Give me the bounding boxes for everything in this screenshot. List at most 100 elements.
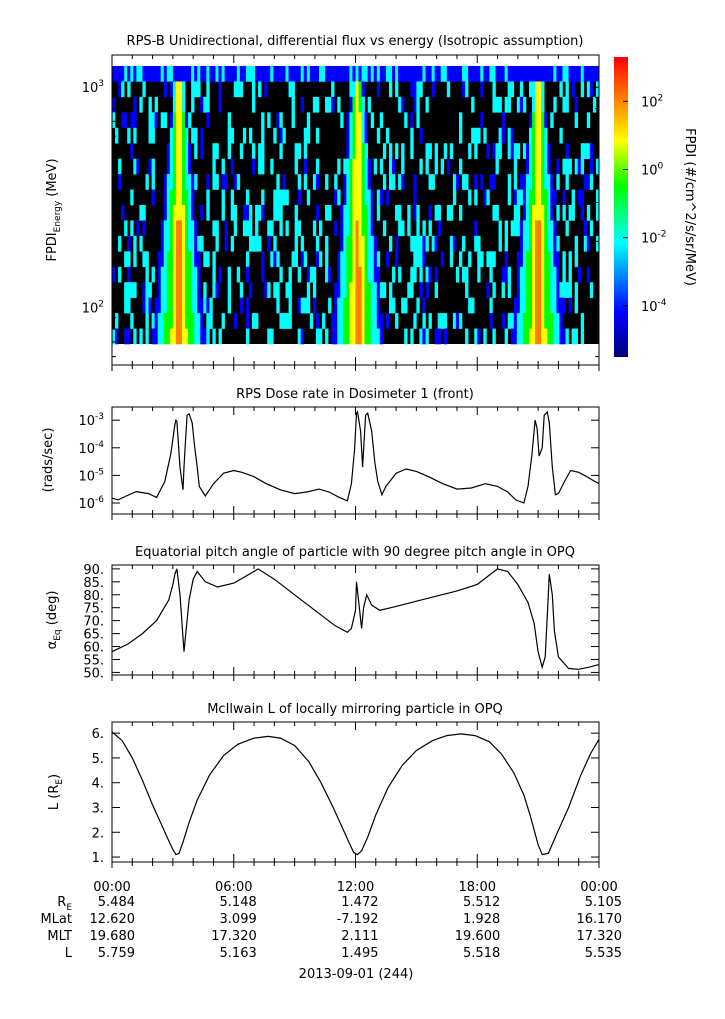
heatmap-cell: [513, 313, 518, 329]
heatmap-cell: [331, 328, 335, 345]
y-tick-label: 1.: [92, 851, 104, 866]
y-tick-label-base: 10: [78, 442, 95, 457]
heatmap-cell: [215, 235, 219, 252]
heatmap-cell: [388, 235, 393, 252]
heatmap-cell: [532, 266, 536, 283]
heatmap-cell: [346, 158, 350, 175]
heatmap-cell: [392, 266, 396, 283]
heatmap-cell: [486, 66, 490, 82]
heatmap-cell: [352, 251, 356, 268]
heatmap-cell: [145, 313, 149, 329]
heatmap-cell: [522, 205, 527, 221]
heatmap-cell: [404, 66, 408, 82]
heatmap-cell: [334, 174, 338, 190]
heatmap-cell: [364, 174, 368, 190]
heatmap-cell: [221, 205, 225, 221]
heatmap-cell: [312, 66, 317, 82]
heatmap-cell: [516, 66, 521, 82]
heatmap-cell: [550, 251, 554, 268]
time-tick-label: 00:00: [580, 880, 617, 895]
heatmap-cell: [191, 127, 195, 144]
heatmap-cell: [525, 251, 530, 268]
series-line: [111, 568, 600, 670]
heatmap-cell: [370, 235, 375, 252]
heatmap-cell: [273, 127, 277, 144]
heatmap-cell: [185, 143, 189, 159]
heatmap-cell: [513, 328, 518, 345]
heatmap-cell: [325, 266, 329, 283]
heatmap-cell: [334, 297, 338, 314]
heatmap-cell: [516, 220, 521, 237]
heatmap-cell: [395, 81, 399, 98]
heatmap-cell: [331, 96, 335, 113]
heatmap-cell: [175, 205, 180, 221]
heatmap-cell: [355, 282, 359, 298]
heatmap-cell: [206, 96, 210, 113]
heatmap-cell: [160, 220, 165, 237]
heatmap-cell: [331, 66, 335, 82]
heatmap-cell: [145, 282, 149, 298]
heatmap-cell: [413, 81, 417, 98]
heatmap-cell: [255, 313, 259, 329]
heatmap-cell: [166, 235, 171, 252]
heatmap-cell: [525, 158, 530, 175]
heatmap-cell: [157, 266, 161, 283]
heatmap-cell: [178, 251, 183, 268]
heatmap-cell: [358, 235, 362, 252]
heatmap-cell: [522, 297, 527, 314]
heatmap-cell: [288, 297, 292, 314]
heatmap-cell: [556, 266, 560, 283]
y-tick-label: 102: [82, 300, 104, 317]
heatmap-cell: [434, 282, 438, 298]
heatmap-cell: [364, 112, 368, 129]
heatmap-cell: [525, 282, 530, 298]
heatmap-cell: [145, 174, 149, 190]
heatmap-cell: [541, 205, 545, 221]
colorbar-tick-label-exp: -4: [658, 298, 667, 308]
heatmap-cell: [227, 266, 231, 283]
heatmap-cell: [182, 66, 186, 82]
heatmap-cell: [559, 66, 563, 82]
heatmap-cell: [285, 66, 289, 82]
colorbar-tick-label: 10-4: [641, 298, 667, 315]
heatmap-cell: [145, 266, 149, 283]
heatmap-cell: [501, 266, 505, 283]
heatmap-cell: [568, 158, 572, 175]
heatmap-cell: [553, 96, 557, 113]
y-tick-label: 70.: [83, 615, 104, 630]
heatmap-cell: [306, 112, 311, 129]
heatmap-cell: [163, 266, 168, 283]
heatmap-cell: [437, 328, 442, 345]
heatmap-cell: [349, 282, 353, 298]
heatmap-cell: [270, 158, 274, 175]
heatmap-cell: [419, 158, 423, 175]
heatmap-cell: [401, 297, 405, 314]
heatmap-cell: [532, 235, 536, 252]
heatmap-cell: [550, 220, 554, 237]
heatmap-cell: [315, 66, 320, 82]
heatmap-cell: [465, 81, 469, 98]
heatmap-cell: [382, 66, 387, 82]
heatmap-cell: [553, 66, 557, 82]
heatmap-cell: [133, 282, 137, 298]
heatmap-cell: [535, 297, 539, 314]
ephemeris-label-main: L: [65, 946, 73, 961]
heatmap-cell: [398, 174, 402, 190]
heatmap-cell: [160, 66, 165, 82]
heatmap-cell: [352, 127, 356, 144]
heatmap-cell: [325, 251, 329, 268]
heatmap-cell: [367, 220, 372, 237]
heatmap-cell: [151, 66, 155, 82]
y-tick-label-exp: 2: [98, 300, 104, 310]
heatmap-cell: [434, 235, 438, 252]
heatmap-cell: [425, 282, 429, 298]
heatmap-cell: [565, 282, 569, 298]
heatmap-cell: [306, 282, 311, 298]
heatmap-cell: [166, 205, 171, 221]
heatmap-cell: [395, 251, 399, 268]
series-line: [111, 410, 600, 504]
heatmap-cell: [516, 297, 521, 314]
heatmap-cell: [194, 266, 198, 283]
heatmap-cell: [398, 205, 402, 221]
